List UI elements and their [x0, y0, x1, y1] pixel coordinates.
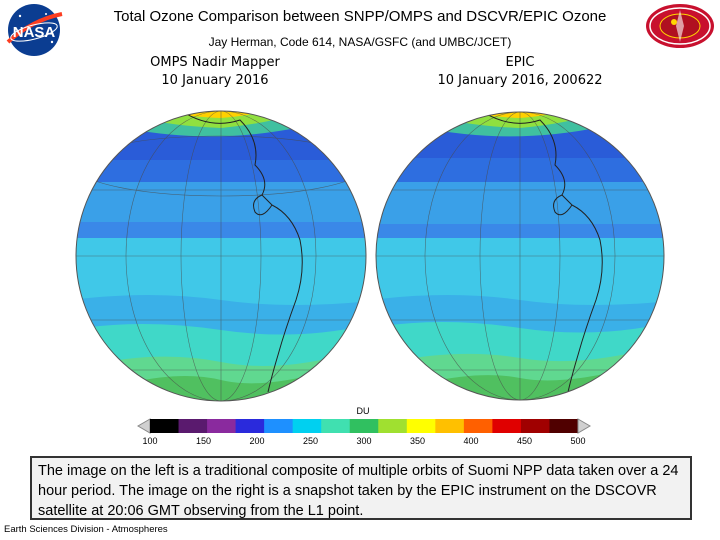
colorbar-swatch: [492, 419, 522, 433]
colorbar-swatch: [178, 419, 208, 433]
colorbar-swatch: [378, 419, 408, 433]
colorbar-tick-label: 250: [303, 436, 318, 446]
colorbar-tick-label: 400: [463, 436, 478, 446]
right-map-label: EPIC 10 January 2016, 200622: [420, 54, 620, 90]
caption-text: The image on the left is a traditional c…: [38, 463, 679, 519]
colorbar-swatch: [321, 419, 351, 433]
nasa-logo: NASA: [6, 4, 63, 56]
colorbar-swatch: [207, 419, 237, 433]
colorbar-swatch: [349, 419, 379, 433]
colorbar-swatch: [463, 419, 493, 433]
svg-text:NASA: NASA: [13, 24, 56, 41]
page-title: Total Ozone Comparison between SNPP/OMPS…: [113, 8, 607, 25]
left-map-instrument: OMPS Nadir Mapper: [150, 55, 280, 70]
omps-globe: [76, 111, 366, 401]
colorbar-arrow-high: [577, 418, 591, 434]
colorbar-swatch: [549, 419, 579, 433]
colorbar-swatch: [435, 419, 465, 433]
colorbar-ticks: 100 150 200 250 300 350 400 450 500: [142, 436, 585, 446]
footer: Earth Sciences Division - Atmospheres: [4, 524, 168, 535]
colorbar-swatch: [235, 419, 265, 433]
colorbar-swatch: [406, 419, 436, 433]
epic-globe: [376, 112, 664, 400]
colorbar-swatch: [264, 419, 294, 433]
colorbar-swatch: [150, 419, 180, 433]
page-subtitle: Jay Herman, Code 614, NASA/GSFC (and UMB…: [208, 35, 512, 49]
colorbar-tick-label: 300: [356, 436, 371, 446]
colorbar-arrow-low: [137, 418, 151, 434]
colorbar-tick-label: 450: [517, 436, 532, 446]
colorbar-tick-label: 500: [570, 436, 585, 446]
colorbar-tick-label: 100: [142, 436, 157, 446]
colorbar-tick-label: 350: [410, 436, 425, 446]
left-map-date: 10 January 2016: [161, 73, 269, 88]
colorbar: DU 100 150 200 250 300 350 400 450 500: [137, 406, 591, 446]
right-map-date: 10 January 2016, 200622: [437, 73, 603, 88]
colorbar-tick-label: 150: [196, 436, 211, 446]
caption-box: The image on the left is a traditional c…: [30, 456, 692, 520]
right-map-instrument: EPIC: [505, 55, 535, 70]
colorbar-swatch: [292, 419, 322, 433]
colorbar-swatch: [520, 419, 550, 433]
colorbar-swatches: [137, 418, 591, 434]
colorbar-tick-label: 200: [249, 436, 264, 446]
mission-patch-icon: [646, 4, 714, 48]
left-map-label: OMPS Nadir Mapper 10 January 2016: [120, 54, 310, 90]
colorbar-unit: DU: [357, 406, 370, 416]
